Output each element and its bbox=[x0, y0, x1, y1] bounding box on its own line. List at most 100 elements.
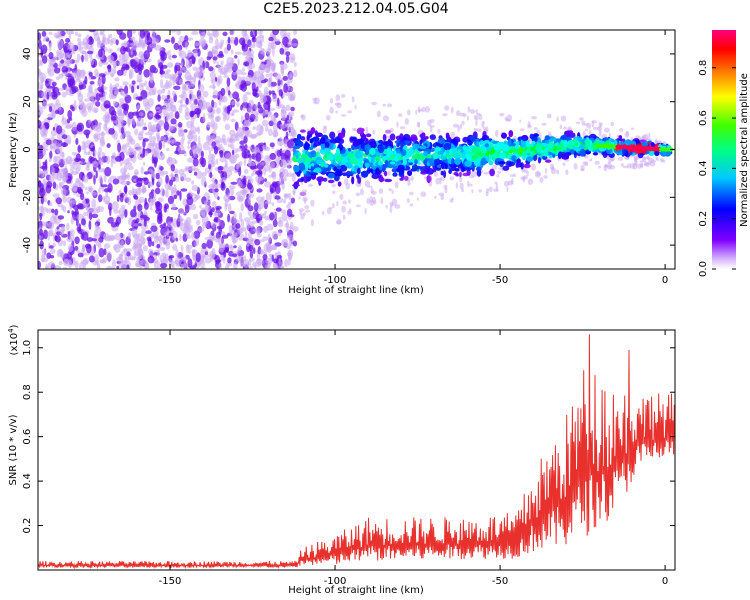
spectrogram-cell bbox=[142, 184, 146, 194]
spectrogram-cell bbox=[457, 124, 460, 132]
spectrogram-cell bbox=[85, 206, 93, 212]
spectrogram-cell bbox=[179, 35, 185, 42]
spectrogram-cell bbox=[112, 64, 117, 69]
spectrogram-cell bbox=[333, 166, 338, 172]
spectrogram-cell bbox=[414, 159, 418, 165]
spectrogram-x-tick-label: 0 bbox=[662, 275, 668, 286]
spectrogram-cell bbox=[71, 121, 77, 132]
spectrogram-cell bbox=[429, 134, 436, 141]
spectrogram-cell bbox=[100, 184, 108, 188]
spectrogram-cell bbox=[51, 91, 58, 100]
spectrogram-cell bbox=[361, 133, 367, 140]
spectrogram-cell bbox=[125, 162, 133, 167]
spectrogram-cell bbox=[235, 178, 241, 182]
spectrogram-cell bbox=[502, 165, 510, 171]
page-title: C2E5.2023.212.04.05.G04 bbox=[263, 1, 449, 17]
spectrogram-cell bbox=[560, 115, 567, 122]
spectrogram-cell bbox=[94, 109, 98, 113]
spectrogram-cell bbox=[461, 120, 465, 126]
spectrogram-cell bbox=[618, 135, 623, 139]
spectrogram-cell bbox=[234, 232, 238, 237]
spectrogram-cell bbox=[204, 251, 209, 256]
spectrogram-cell bbox=[151, 241, 155, 247]
spectrogram-cell bbox=[149, 207, 153, 211]
spectrogram-cell bbox=[147, 256, 155, 264]
spectrogram-cell bbox=[54, 55, 62, 61]
spectrogram-cell bbox=[467, 152, 475, 157]
spectrogram-cell bbox=[174, 111, 180, 120]
spectrogram-cell bbox=[160, 78, 164, 89]
spectrogram-cell bbox=[61, 204, 64, 208]
spectrogram-cell bbox=[451, 138, 458, 145]
spectrogram-cell bbox=[220, 39, 225, 45]
spectrogram-cell bbox=[365, 133, 372, 138]
spectrogram-cell bbox=[96, 38, 102, 49]
spectrogram-cell bbox=[38, 40, 42, 50]
spectrogram-cell bbox=[272, 46, 275, 57]
spectrogram-cell bbox=[286, 32, 291, 37]
spectrogram-cell bbox=[187, 145, 190, 150]
spectrogram-cell bbox=[256, 188, 263, 193]
spectrogram-cell bbox=[96, 122, 103, 126]
spectrogram-cell bbox=[385, 204, 388, 209]
spectrogram-cell bbox=[164, 203, 169, 210]
spectrogram-cell bbox=[417, 161, 421, 165]
spectrogram-cell bbox=[452, 123, 459, 128]
spectrogram-cell bbox=[231, 150, 235, 155]
spectrogram-cell bbox=[340, 114, 347, 117]
spectrogram-cell bbox=[499, 152, 507, 160]
spectrogram-cell bbox=[190, 116, 195, 124]
spectrogram-cell bbox=[206, 136, 211, 141]
spectrogram-cell bbox=[269, 142, 275, 148]
spectrogram-cell bbox=[92, 238, 97, 242]
spectrogram-cell bbox=[369, 147, 376, 156]
spectrogram-cell bbox=[39, 71, 43, 76]
spectrogram-cell bbox=[71, 86, 79, 93]
spectrogram-cell bbox=[401, 149, 407, 157]
spectrogram-cell bbox=[94, 135, 99, 142]
spectrogram-cell bbox=[242, 93, 248, 104]
spectrogram-cell bbox=[567, 140, 574, 146]
spectrogram-cell bbox=[398, 113, 403, 117]
spectrogram-cell bbox=[310, 127, 316, 134]
spectrogram-cell bbox=[364, 180, 371, 188]
spectrogram-cell bbox=[178, 94, 185, 98]
spectrogram-cell bbox=[495, 129, 499, 138]
spectrogram-cell bbox=[403, 133, 411, 141]
spectrogram-cell bbox=[423, 151, 429, 157]
spectrogram-cell bbox=[114, 243, 121, 253]
spectrogram-cell bbox=[292, 240, 298, 247]
spectrogram-cell bbox=[518, 146, 523, 154]
spectrogram-cell bbox=[398, 141, 406, 147]
spectrogram-cell bbox=[197, 126, 201, 134]
spectrogram-cell bbox=[411, 163, 418, 172]
spectrogram-cell bbox=[234, 55, 238, 59]
spectrogram-cell bbox=[78, 79, 83, 86]
spectrogram-cell bbox=[168, 125, 176, 129]
spectrogram-cell bbox=[161, 94, 167, 101]
spectrogram-cell bbox=[282, 36, 289, 46]
spectrogram-cell bbox=[43, 35, 49, 40]
spectrogram-cell bbox=[433, 158, 441, 166]
spectrogram-cell bbox=[211, 30, 218, 37]
spectrogram-cell bbox=[265, 257, 273, 265]
spectrogram-cell bbox=[316, 176, 325, 183]
spectrogram-cell bbox=[40, 124, 45, 128]
spectrogram-cell bbox=[199, 205, 202, 209]
spectrogram-cell bbox=[219, 156, 227, 163]
spectrogram-cell bbox=[326, 207, 332, 215]
spectrogram-cell bbox=[305, 164, 309, 171]
spectrogram-cell bbox=[191, 251, 196, 261]
spectrogram-cell bbox=[61, 187, 67, 197]
spectrogram-cell bbox=[264, 201, 272, 205]
spectrogram-cell bbox=[475, 109, 478, 114]
spectrogram-cell bbox=[103, 243, 111, 249]
spectrogram-cell bbox=[141, 228, 147, 237]
spectrogram-cell bbox=[339, 164, 348, 172]
spectrogram-cell bbox=[598, 165, 602, 169]
spectrogram-cell bbox=[508, 130, 514, 138]
spectrogram-cell bbox=[81, 184, 85, 189]
spectrogram-cell bbox=[267, 233, 271, 242]
spectrogram-cell bbox=[370, 157, 375, 164]
spectrogram-cell bbox=[52, 193, 60, 198]
